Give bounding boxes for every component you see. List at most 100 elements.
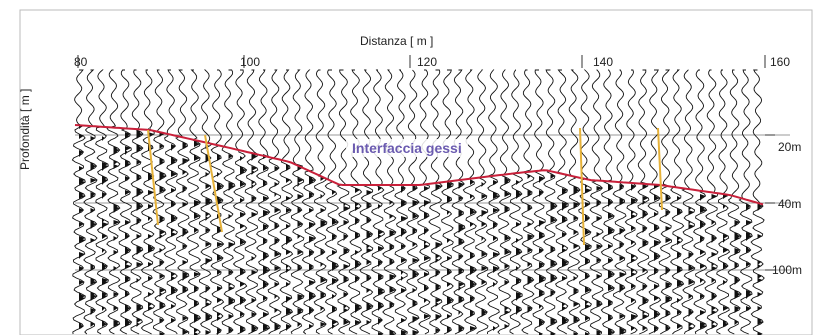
wiggle-trace [290, 69, 305, 335]
wiggle-trace [71, 69, 86, 335]
y-axis-title: Profondità [ m ] [18, 88, 32, 170]
wiggle-fill [148, 128, 155, 311]
wiggle-trace [359, 69, 374, 335]
depth-tick-20m: 20m [778, 140, 802, 154]
wiggle-fill [723, 194, 729, 327]
wiggle-fill [182, 142, 190, 335]
wiggle-fill [608, 184, 615, 335]
figure-frame [19, 9, 813, 335]
wiggle-trace [566, 69, 581, 335]
wiggle-fill [665, 194, 672, 331]
wiggle-fill [711, 194, 718, 329]
interface-label: Interfaccia gessi [346, 139, 468, 157]
wiggle-fill [378, 186, 385, 335]
wiggle-trace [485, 69, 501, 335]
wiggle-fill [263, 154, 270, 331]
wiggle-fill [355, 188, 362, 325]
wiggle-trace [646, 69, 662, 335]
wiggle-fill [159, 132, 166, 335]
wiggle-fill [90, 136, 97, 327]
wiggle-fill [113, 146, 120, 327]
wiggle-fill [297, 164, 304, 327]
wiggle-fill [539, 176, 546, 335]
wiggle-fill [700, 194, 707, 329]
wiggle-fill [470, 180, 477, 331]
wiggle-trace [117, 69, 133, 335]
wiggle-trace [693, 69, 708, 335]
wiggle-fill [286, 164, 293, 331]
wiggle-trace [140, 69, 156, 335]
wiggle-fill [251, 152, 258, 333]
wiggle-trace [612, 69, 627, 335]
wiggle-fill [424, 186, 431, 319]
wiggle-trace [152, 69, 167, 335]
wiggle-trace [186, 69, 202, 335]
depth-tick-40m: 40m [778, 197, 802, 211]
wiggle-fill [412, 184, 419, 335]
wiggle-trace [543, 69, 558, 335]
wiggle-trace [474, 69, 489, 335]
wiggle-fill [125, 132, 132, 327]
wiggle-fill [458, 182, 465, 333]
wiggle-trace [313, 69, 328, 335]
wiggle-fill [619, 184, 626, 335]
wiggle-fill [631, 184, 638, 331]
wiggle-trace [129, 69, 144, 335]
wiggle-trace [382, 69, 397, 335]
wiggle-fill [240, 156, 247, 333]
wiggle-fill [343, 202, 350, 325]
wiggle-fill [527, 174, 534, 313]
wiggle-fill [734, 220, 742, 325]
wiggle-fill [447, 180, 454, 333]
wiggle-fill [757, 202, 764, 335]
wiggle-trace [198, 69, 213, 335]
wiggle-trace [336, 69, 351, 335]
wiggle-trace [727, 69, 742, 335]
wiggle-trace [106, 69, 121, 335]
wiggle-fill [228, 154, 235, 333]
wiggle-fill [205, 144, 212, 335]
wiggle-trace [417, 69, 431, 335]
x-axis-title: Distanza [ m ] [360, 34, 434, 48]
depth-tick-100m: 100m [772, 263, 803, 277]
wiggle-trace [278, 69, 294, 335]
wiggle-fill [217, 154, 224, 335]
wiggle-fill [688, 206, 695, 331]
fault-line-0 [147, 129, 159, 226]
wiggle-trace [738, 69, 753, 335]
wiggle-trace [555, 69, 570, 335]
wiggle-trace [497, 69, 512, 335]
wiggle-fill [642, 184, 649, 331]
wiggle-trace [715, 69, 731, 335]
wiggle-trace [704, 69, 719, 335]
wiggle-trace [658, 69, 673, 335]
wiggle-trace [394, 69, 408, 335]
wiggle-trace [750, 69, 765, 335]
wiggle-trace [428, 69, 443, 335]
wiggle-fill [516, 180, 523, 315]
wiggle-trace [95, 69, 109, 335]
wiggle-trace [83, 69, 98, 335]
wiggle-trace [451, 69, 466, 335]
wiggle-trace [532, 69, 546, 335]
wiggle-fill [677, 196, 684, 329]
wiggle-trace [600, 69, 616, 335]
wiggle-fill [274, 166, 281, 331]
wiggle-trace [324, 69, 340, 335]
wiggle-trace [635, 69, 650, 335]
wiggle-trace [462, 69, 478, 335]
wiggle-fill [366, 190, 373, 325]
wiggle-trace [623, 69, 639, 335]
wiggle-fill [596, 186, 603, 335]
wiggle-fill [493, 180, 500, 331]
wiggle-trace [371, 69, 386, 335]
fault-line-1 [204, 134, 223, 233]
wiggle-trace [508, 69, 524, 335]
wiggle-trace [221, 69, 236, 335]
wiggle-trace [209, 69, 225, 335]
wiggle-fill [585, 184, 592, 335]
wiggle-trace [520, 69, 535, 335]
interface-line [74, 124, 764, 206]
